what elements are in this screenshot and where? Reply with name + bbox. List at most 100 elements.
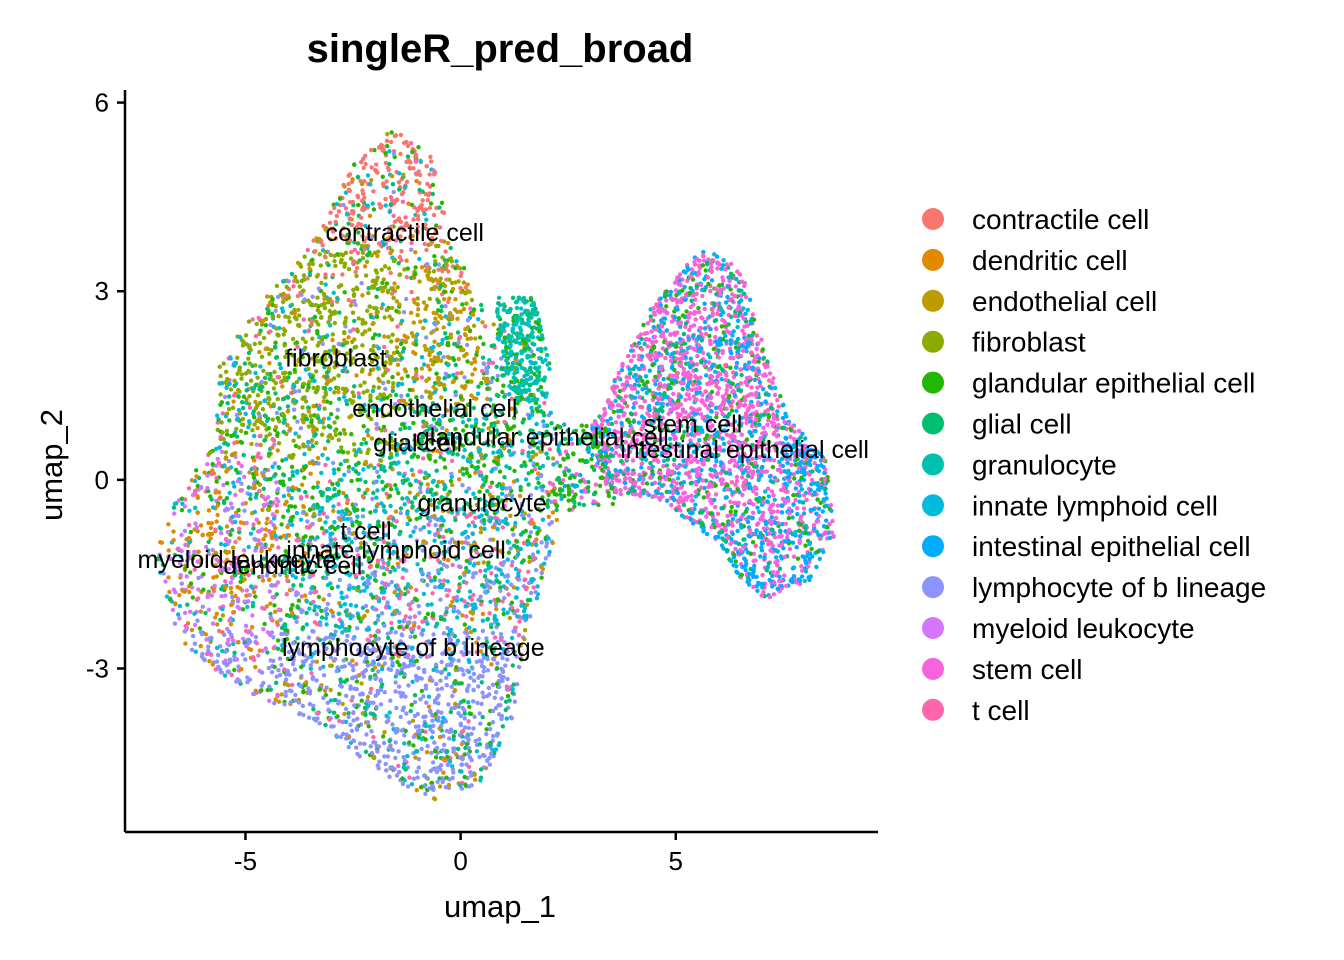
- cell-point: [272, 603, 277, 608]
- cell-point: [267, 361, 272, 366]
- cell-point: [405, 754, 410, 759]
- cell-point: [459, 290, 464, 295]
- cell-point: [473, 738, 478, 744]
- cell-point: [300, 417, 305, 422]
- cell-point: [477, 742, 483, 747]
- cell-point: [506, 550, 512, 555]
- cell-point: [306, 715, 312, 720]
- cell-point: [426, 522, 431, 527]
- cell-point: [319, 526, 325, 531]
- cell-point: [462, 711, 467, 716]
- cell-point: [400, 776, 405, 781]
- cell-point: [208, 525, 214, 531]
- cell-point: [374, 294, 379, 299]
- cell-point: [488, 751, 494, 757]
- cell-point: [238, 579, 243, 584]
- cell-point: [312, 314, 318, 320]
- cell-point: [421, 591, 427, 597]
- cell-point: [421, 694, 426, 699]
- cell-point: [362, 380, 367, 385]
- cell-point: [505, 573, 511, 578]
- cell-point: [471, 726, 476, 731]
- cell-point: [543, 556, 548, 561]
- cell-point: [448, 727, 454, 732]
- cell-point: [415, 332, 420, 337]
- cell-point: [283, 689, 288, 695]
- cell-point: [214, 659, 220, 664]
- cell-point: [393, 483, 398, 488]
- cell-point: [218, 617, 223, 622]
- cell-point: [353, 269, 358, 275]
- cell-point: [274, 680, 279, 685]
- cell-point: [354, 557, 360, 562]
- cell-point: [447, 322, 452, 327]
- cell-point: [467, 704, 472, 710]
- cell-point: [276, 607, 282, 613]
- cell-point: [495, 373, 500, 379]
- cell-point: [222, 632, 227, 637]
- cell-point: [372, 577, 378, 583]
- cell-point: [472, 367, 478, 372]
- cell-point: [472, 628, 477, 633]
- cell-point: [406, 201, 411, 206]
- cell-point: [326, 320, 331, 325]
- cell-point: [295, 470, 300, 475]
- cell-point: [207, 531, 212, 537]
- cell-point: [288, 700, 293, 705]
- cell-point: [366, 724, 371, 729]
- cell-point: [343, 706, 349, 712]
- cell-point: [348, 616, 353, 621]
- cell-point: [356, 487, 361, 492]
- cell-point: [367, 327, 372, 332]
- cell-point: [467, 625, 472, 630]
- cell-point: [275, 396, 280, 402]
- cell-point: [368, 147, 374, 153]
- cell-point: [471, 323, 477, 328]
- cell-point: [441, 354, 446, 360]
- cell-point: [462, 622, 467, 627]
- cell-point: [378, 702, 384, 707]
- cell-point: [368, 744, 373, 749]
- cell-point: [456, 356, 461, 362]
- cell-point: [446, 702, 451, 707]
- cell-point: [258, 328, 263, 333]
- cell-point: [380, 580, 385, 585]
- cell-point: [494, 733, 500, 738]
- cell-point: [253, 382, 258, 388]
- cell-point: [415, 312, 420, 318]
- cell-point: [455, 316, 460, 321]
- cell-point: [369, 686, 374, 691]
- cell-point: [508, 546, 513, 551]
- cell-point: [403, 664, 408, 669]
- cell-point: [223, 585, 228, 590]
- cell-point: [367, 575, 373, 580]
- cell-point: [484, 370, 490, 376]
- cell-point: [332, 253, 337, 258]
- cell-point: [237, 526, 242, 531]
- cell-point: [261, 469, 267, 475]
- cell-point: [423, 207, 428, 212]
- cell-point: [317, 687, 323, 692]
- cell-point: [458, 273, 463, 279]
- cell-point: [312, 716, 318, 722]
- cell-point: [346, 266, 352, 272]
- cell-point: [382, 315, 387, 320]
- cell-point: [472, 523, 478, 529]
- cell-point: [307, 606, 312, 611]
- cell-point: [239, 428, 244, 434]
- cell-point: [491, 343, 497, 348]
- cell-point: [416, 145, 421, 150]
- cell-point: [355, 250, 361, 256]
- cell-point: [407, 720, 412, 725]
- cell-point: [336, 373, 341, 378]
- cell-point: [450, 775, 455, 781]
- cell-point: [431, 796, 437, 801]
- cell-point: [394, 705, 399, 711]
- cell-point: [200, 532, 205, 537]
- cell-point: [355, 716, 360, 721]
- cell-point: [433, 662, 439, 667]
- cell-point: [440, 479, 445, 485]
- cell-point: [389, 130, 394, 135]
- cell-point: [274, 283, 280, 289]
- cell-point: [514, 539, 520, 544]
